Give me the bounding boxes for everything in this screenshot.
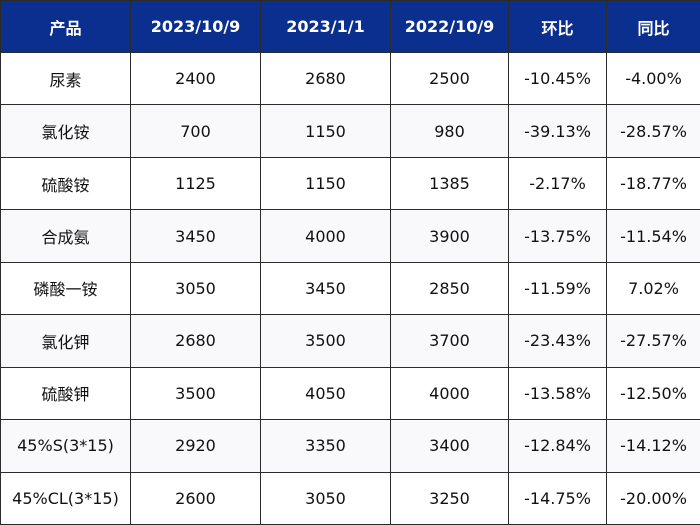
header-row: 产品 2023/10/9 2023/1/1 2022/10/9 环比 同比	[0, 0, 700, 53]
cell-product: 硫酸钾	[0, 366, 131, 421]
cell-yoy: -11.54%	[606, 209, 700, 263]
cell-value: 2680	[260, 51, 391, 106]
cell-value: 2850	[390, 261, 509, 316]
cell-yoy: 7.02%	[606, 261, 700, 316]
cell-value: 4050	[260, 366, 391, 421]
table-row: 合成氨 3450 4000 3900 -13.75% -11.54%	[0, 209, 700, 263]
cell-value: 3700	[390, 314, 509, 368]
cell-value: 2920	[130, 419, 261, 473]
cell-value: 700	[130, 104, 261, 158]
cell-yoy: -18.77%	[606, 156, 700, 211]
cell-mom: -12.84%	[508, 419, 607, 473]
cell-value: 2500	[390, 51, 509, 106]
cell-mom: -14.75%	[508, 471, 607, 525]
cell-product: 硫酸铵	[0, 156, 131, 211]
cell-value: 3500	[260, 314, 391, 368]
cell-yoy: -12.50%	[606, 366, 700, 421]
cell-value: 2600	[130, 471, 261, 525]
header-date-2023-1-1: 2023/1/1	[260, 0, 391, 53]
cell-value: 4000	[390, 366, 509, 421]
cell-product: 氯化铵	[0, 104, 131, 158]
cell-value: 3500	[130, 366, 261, 421]
cell-mom: -13.58%	[508, 366, 607, 421]
cell-mom: -13.75%	[508, 209, 607, 263]
cell-product: 氯化钾	[0, 314, 131, 368]
table-row: 尿素 2400 2680 2500 -10.45% -4.00%	[0, 51, 700, 106]
cell-product: 尿素	[0, 51, 131, 106]
cell-mom: -10.45%	[508, 51, 607, 106]
cell-product: 合成氨	[0, 209, 131, 263]
header-product: 产品	[0, 0, 131, 53]
cell-value: 2680	[130, 314, 261, 368]
header-date-2022-10-9: 2022/10/9	[390, 0, 509, 53]
cell-yoy: -14.12%	[606, 419, 700, 473]
table-row: 氯化铵 700 1150 980 -39.13% -28.57%	[0, 104, 700, 158]
table-row: 氯化钾 2680 3500 3700 -23.43% -27.57%	[0, 314, 700, 368]
table-row: 45%S(3*15) 2920 3350 3400 -12.84% -14.12…	[0, 419, 700, 473]
table-body: 尿素 2400 2680 2500 -10.45% -4.00% 氯化铵 700…	[0, 51, 700, 525]
table-row: 硫酸铵 1125 1150 1385 -2.17% -18.77%	[0, 156, 700, 211]
cell-value: 3250	[390, 471, 509, 525]
cell-value: 3900	[390, 209, 509, 263]
cell-mom: -39.13%	[508, 104, 607, 158]
cell-value: 1150	[260, 156, 391, 211]
cell-yoy: -27.57%	[606, 314, 700, 368]
cell-mom: -2.17%	[508, 156, 607, 211]
header-month-on-month: 环比	[508, 0, 607, 53]
header-year-on-year: 同比	[606, 0, 700, 53]
cell-value: 1150	[260, 104, 391, 158]
cell-value: 3450	[260, 261, 391, 316]
cell-value: 3050	[130, 261, 261, 316]
table-row: 磷酸一铵 3050 3450 2850 -11.59% 7.02%	[0, 261, 700, 316]
cell-value: 3450	[130, 209, 261, 263]
table-row: 45%CL(3*15) 2600 3050 3250 -14.75% -20.0…	[0, 471, 700, 525]
cell-value: 980	[390, 104, 509, 158]
cell-mom: -23.43%	[508, 314, 607, 368]
table-header: 产品 2023/10/9 2023/1/1 2022/10/9 环比 同比	[0, 0, 700, 53]
cell-product: 45%S(3*15)	[0, 419, 131, 473]
cell-value: 3050	[260, 471, 391, 525]
cell-yoy: -28.57%	[606, 104, 700, 158]
cell-yoy: -20.00%	[606, 471, 700, 525]
cell-yoy: -4.00%	[606, 51, 700, 106]
cell-product: 磷酸一铵	[0, 261, 131, 316]
header-date-2023-10-9: 2023/10/9	[130, 0, 261, 53]
table-row: 硫酸钾 3500 4050 4000 -13.58% -12.50%	[0, 366, 700, 421]
cell-mom: -11.59%	[508, 261, 607, 316]
cell-value: 3350	[260, 419, 391, 473]
cell-value: 3400	[390, 419, 509, 473]
cell-value: 4000	[260, 209, 391, 263]
cell-product: 45%CL(3*15)	[0, 471, 131, 525]
cell-value: 2400	[130, 51, 261, 106]
cell-value: 1385	[390, 156, 509, 211]
cell-value: 1125	[130, 156, 261, 211]
